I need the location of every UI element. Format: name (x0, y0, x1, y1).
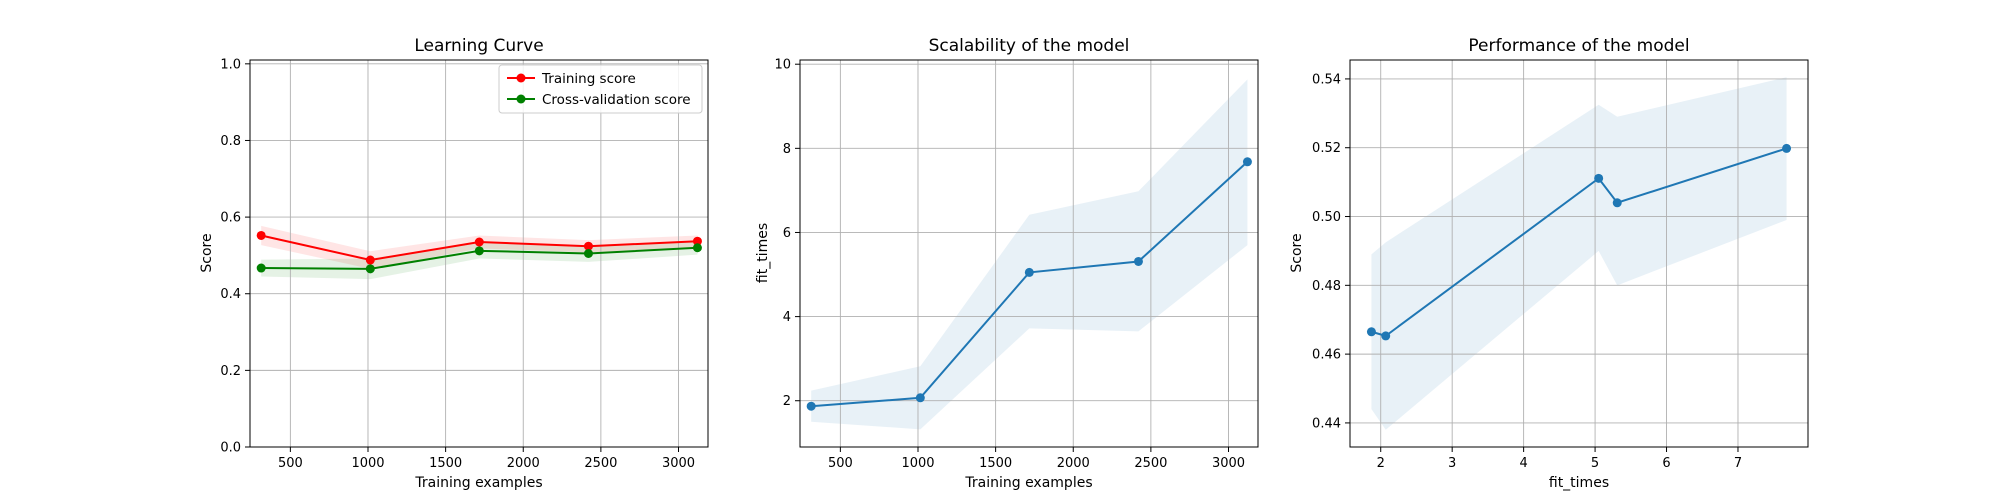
cross-validation-score-point (583, 249, 593, 258)
y-tick-label: 4 (783, 310, 791, 325)
x-tick-label: 1000 (901, 456, 934, 471)
x-tick-label: 500 (828, 456, 853, 471)
legend-marker-training (516, 73, 526, 83)
y-tick-label: 0.44 (1312, 416, 1341, 431)
y-tick-label: 0.6 (220, 211, 241, 226)
chart-title: Learning Curve (414, 36, 543, 56)
cross-validation-score-point (256, 263, 266, 273)
training-score-point (692, 236, 702, 246)
series-point (1594, 173, 1604, 183)
series-point (1133, 256, 1143, 266)
legend-marker-cross-validation (516, 94, 526, 104)
x-tick-label: 3000 (1212, 456, 1245, 471)
x-tick-label: 1000 (351, 456, 384, 471)
learning-curve-panel: 500 1000 1500 2000 2500 3000 0.0 0.2 0.4 0.6 0.8 1.… (199, 36, 709, 491)
y-tick-label: 0.48 (1312, 279, 1341, 294)
training-score-point (583, 241, 593, 251)
series-point (1381, 331, 1391, 341)
y-tick-label: 0.4 (220, 287, 241, 302)
y-tick-label: 10 (774, 58, 791, 73)
x-tick-label: 2 (1377, 456, 1385, 471)
training-score-point (365, 255, 375, 265)
x-tick-label: 500 (278, 456, 303, 471)
training-score-point (474, 237, 484, 247)
series-band (1371, 77, 1787, 430)
x-tick-label: 2500 (584, 456, 617, 471)
cross-validation-score-point (692, 243, 702, 253)
performance-panel: 2 3 4 5 6 7 0.44 0.46 0.48 0.50 0.52 0.54 Performan… (1289, 36, 1809, 491)
series-point (1782, 143, 1792, 153)
series-point (915, 393, 925, 403)
y-tick-label: 0.46 (1312, 348, 1341, 363)
series-point (1024, 267, 1034, 277)
x-tick-label: 1500 (429, 456, 462, 471)
y-tick-label: 0.0 (220, 441, 241, 456)
chart-title: Performance of the model (1468, 36, 1689, 56)
x-tick-label: 1500 (979, 456, 1012, 471)
legend: Training score Cross-validation score (498, 64, 703, 114)
series-point (1242, 157, 1252, 167)
series-point (806, 401, 816, 411)
x-tick-label: 3 (1448, 456, 1456, 471)
x-tick-label: 3000 (662, 456, 695, 471)
x-tick-label: 2500 (1134, 456, 1167, 471)
y-tick-label: 0.50 (1312, 210, 1341, 225)
x-tick-label: 2000 (1057, 456, 1090, 471)
plot-frame (799, 59, 1259, 448)
plot-frame (249, 59, 709, 448)
x-tick-label: 7 (1734, 456, 1742, 471)
x-tick-label: 6 (1662, 456, 1670, 471)
x-axis-label: Training examples (414, 475, 542, 491)
legend-label-cross-validation: Cross-validation score (542, 92, 691, 108)
y-axis-label: Score (199, 233, 215, 272)
y-tick-label: 0.2 (220, 364, 241, 379)
legend-label-training: Training score (541, 71, 636, 87)
series-point (1366, 327, 1376, 337)
x-tick-label: 4 (1519, 456, 1527, 471)
x-tick-label: 5 (1591, 456, 1599, 471)
chart-title: Scalability of the model (929, 36, 1130, 56)
y-tick-label: 0.54 (1312, 72, 1341, 87)
y-tick-label: 2 (783, 394, 791, 409)
y-tick-label: 6 (783, 226, 791, 241)
y-axis-label: Score (1289, 233, 1305, 272)
y-tick-label: 8 (783, 142, 791, 157)
x-tick-label: 2000 (507, 456, 540, 471)
y-tick-label: 0.8 (220, 134, 241, 149)
y-tick-label: 0.52 (1312, 141, 1341, 156)
x-axis-label: fit_times (1549, 475, 1609, 491)
series-band (811, 79, 1248, 430)
cross-validation-score-point (474, 246, 484, 256)
plot-frame (1349, 59, 1809, 448)
cross-validation-score-point (365, 264, 375, 274)
scalability-panel: 500 1000 1500 2000 2500 3000 2 4 6 8 10 Scalabilit… (755, 36, 1259, 491)
y-axis-label: fit_times (755, 223, 771, 283)
x-axis-label: Training examples (964, 475, 1092, 491)
series-point (1612, 198, 1622, 208)
training-score-point (256, 230, 266, 240)
y-tick-label: 1.0 (220, 57, 241, 72)
